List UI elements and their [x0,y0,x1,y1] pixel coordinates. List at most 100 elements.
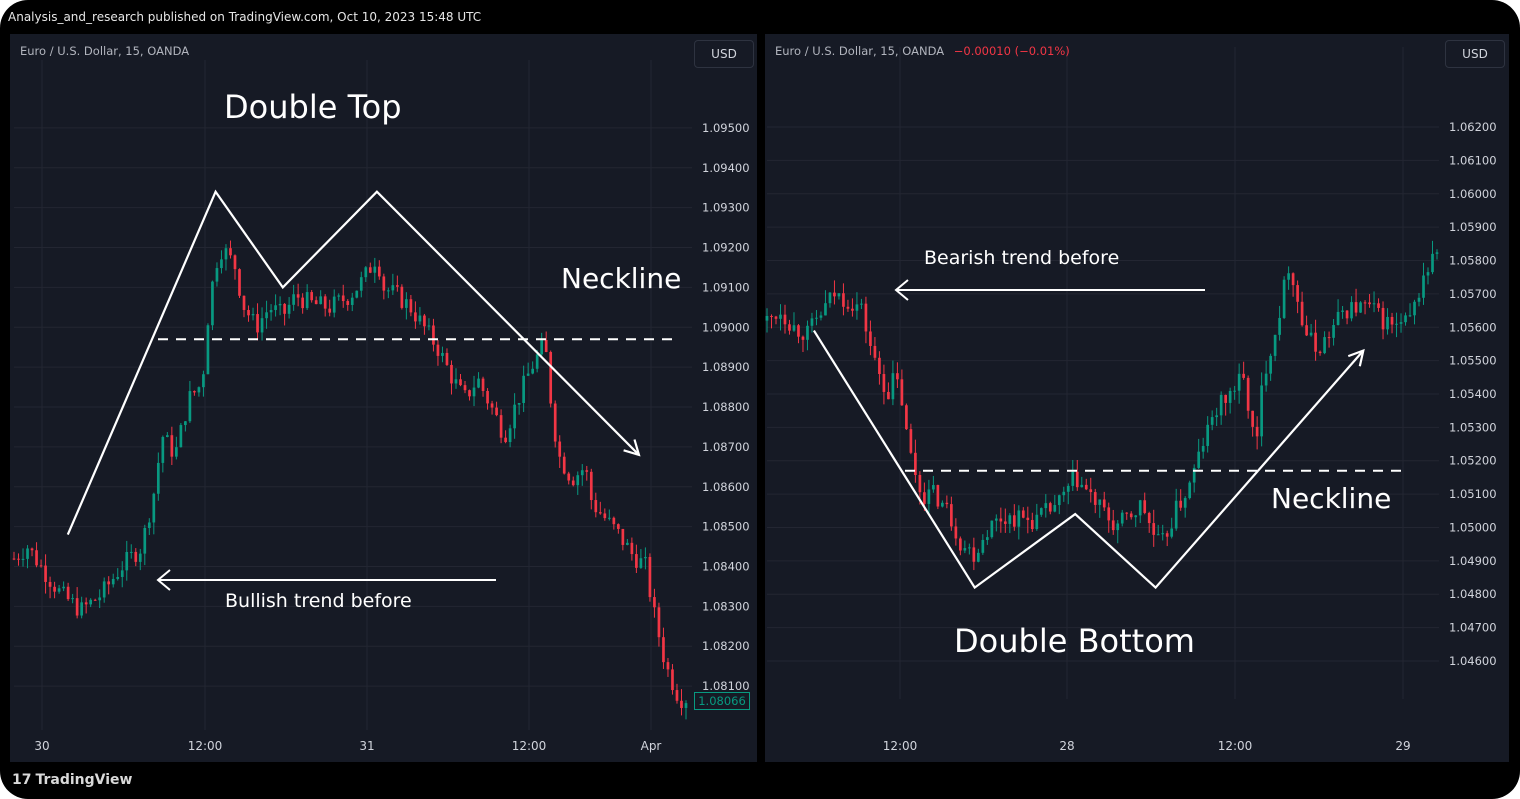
candle-body [824,303,827,316]
candle-body [197,387,201,393]
y-tick-label: 1.08500 [702,520,750,534]
candle-body [1134,515,1138,518]
candle-body [972,547,976,562]
candle-body [215,268,219,282]
candle-body [1372,303,1376,305]
y-tick-label: 1.04800 [1449,587,1497,601]
candle-body [1363,302,1367,304]
candle-body [278,303,282,306]
candle-body [1287,273,1290,280]
candle-body [477,378,480,388]
candle-body [53,586,56,592]
candle-body [522,375,525,403]
y-tick-label: 1.05400 [1449,387,1497,401]
candle-body [427,325,431,327]
candle-body [1174,500,1178,529]
y-tick-label: 1.05500 [1449,354,1497,368]
candle-body [1233,390,1236,392]
y-tick-label: 1.05600 [1449,320,1497,334]
candle-body [882,374,886,392]
tradingview-logo-icon: 17 [12,772,32,788]
candle-body [985,537,989,540]
currency-button[interactable]: USD [1445,40,1505,68]
candle-body [1089,489,1093,493]
candle-body [1107,507,1111,521]
neckline-label: Neckline [1271,482,1392,515]
candle-body [400,286,404,308]
candle-body [274,305,277,311]
candle-body [238,269,241,296]
candle-body [1039,508,1043,515]
y-tick-label: 1.05100 [1449,487,1497,501]
candle-body [1260,385,1263,437]
candle-body [459,379,462,386]
candle-body [116,576,120,579]
candle-body [1197,451,1201,468]
chart-panel-double-bottom[interactable]: 1.06200 1.06100 1.06000 1.05900 1.05800 1.057… [765,34,1509,762]
y-tick-label: 1.05800 [1449,254,1497,268]
candle-body [571,480,575,486]
pattern-line [66,189,640,536]
candle-body [562,456,566,474]
candle-body [71,598,74,600]
y-tick-label: 1.08600 [702,480,750,494]
candle-body [423,315,426,327]
candle-body [648,556,652,598]
candle-body [1377,303,1380,308]
candle-body [662,637,665,663]
y-tick-label: 1.05300 [1449,420,1497,434]
chart-svg-double-top[interactable]: 1.09500 1.09400 1.09300 1.09200 1.09100 1.090… [10,34,757,762]
candle-body [152,493,156,523]
x-tick-label: 12:00 [883,739,918,753]
y-tick-label: 1.04900 [1449,554,1497,568]
candle-body [1341,310,1344,312]
candle-body [382,276,386,291]
candle-body [1327,337,1331,339]
candle-body [373,266,377,273]
candle-body [1246,377,1250,411]
candle-body [891,373,895,400]
candle-body [1242,373,1245,378]
chart-title-double-bottom: Double Bottom [954,622,1195,660]
chart-svg-double-bottom[interactable]: 1.06200 1.06100 1.06000 1.05900 1.05800 1.057… [765,34,1509,762]
candle-body [1098,499,1102,505]
candle-body [283,303,286,314]
candle-body [1255,426,1259,437]
candle-body [1417,297,1421,302]
candle-body [1332,325,1335,338]
pattern-line [812,330,1365,590]
candle-body [1282,279,1286,318]
candle-body [873,345,877,358]
candle-body [842,293,845,307]
candle-body [603,513,607,519]
candle-body [1359,302,1362,313]
candle-body [350,297,354,305]
y-tick-label: 1.09400 [702,161,750,175]
candle-body [120,570,124,577]
candle-body [134,551,138,562]
candle-body [179,425,183,448]
y-tick-label: 1.06000 [1449,187,1497,201]
candle-body [125,551,129,571]
candle-body [914,452,917,476]
candle-body [319,296,323,305]
chart-panel-double-top[interactable]: 1.09500 1.09400 1.09300 1.09200 1.09100 1.090… [10,34,757,762]
candle-body [499,415,503,438]
candle-body [918,475,922,493]
candle-body [1336,311,1340,326]
tradingview-logo: 17 TradingView [12,772,132,788]
x-tick-label: 30 [34,739,49,753]
candle-body [1269,355,1272,374]
currency-button[interactable]: USD [694,40,754,68]
candle-body [1219,394,1223,416]
y-tick-label: 1.08100 [702,679,750,693]
candle-body [337,295,341,297]
candle-body [963,548,967,551]
candle-body [396,285,399,287]
y-tick-label: 1.04600 [1449,654,1497,668]
candle-body [445,352,449,365]
candle-body [531,368,535,374]
candle-body [224,248,228,260]
y-tick-label: 1.06200 [1449,120,1497,134]
candle-body [589,471,593,501]
